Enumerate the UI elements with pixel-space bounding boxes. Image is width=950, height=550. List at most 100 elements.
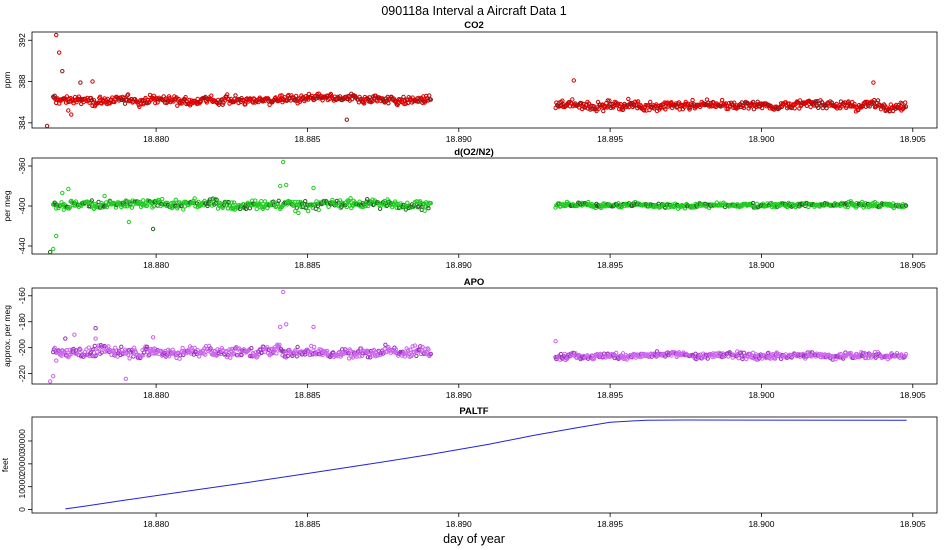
x-tick-label: 18.885 (294, 134, 320, 144)
data-point (816, 105, 821, 111)
data-point (175, 103, 180, 108)
data-point (586, 199, 591, 205)
data-point (86, 345, 92, 350)
data-point (97, 94, 103, 100)
data-point (875, 98, 881, 103)
data-point (220, 102, 225, 107)
data-point (719, 97, 725, 103)
data-point (426, 347, 431, 352)
data-point (239, 352, 244, 358)
data-point (273, 347, 278, 352)
data-point (674, 105, 679, 110)
data-point (247, 206, 253, 211)
data-point (187, 97, 192, 103)
data-point (54, 32, 59, 38)
data-point (295, 344, 300, 350)
data-point (67, 205, 73, 210)
points-o2n2 (48, 159, 909, 255)
data-point (306, 208, 311, 214)
data-point (765, 351, 770, 356)
data-point (383, 342, 388, 347)
y-tick-label: -400 (17, 197, 27, 214)
data-point (182, 97, 188, 102)
data-point (254, 206, 259, 212)
panel-apo: APO approx. per meg 18.880 18.885 18.890 18… (2, 277, 938, 400)
data-point (367, 95, 372, 100)
data-point (119, 204, 124, 210)
data-point (192, 196, 197, 201)
data-point (93, 326, 98, 331)
data-point (228, 203, 233, 209)
data-point (150, 226, 156, 232)
data-point (370, 197, 375, 202)
data-point (410, 344, 415, 349)
data-point (69, 112, 74, 117)
data-point (871, 80, 876, 85)
x-tick-label: 18.880 (143, 390, 169, 400)
points-apo (48, 289, 909, 384)
y-tick-label: 10000 (17, 475, 27, 499)
data-point (44, 123, 50, 129)
data-point (113, 205, 119, 210)
panel-title-paltf: PALTF (459, 406, 488, 417)
data-point (102, 193, 107, 199)
data-point (386, 101, 391, 106)
data-point (754, 352, 759, 357)
y-axis-label-apo: approx. per meg (2, 305, 12, 367)
panel-paltf: PALTF feet 18.880 18.885 18.890 18.895 18.90… (0, 406, 938, 529)
data-point (428, 351, 433, 357)
data-point (281, 159, 286, 165)
data-point (63, 336, 68, 341)
y-axis-apo: -220 -200 -180 -160 (17, 287, 32, 382)
data-point (88, 95, 94, 101)
data-point (365, 197, 370, 202)
data-point (101, 346, 107, 351)
data-point (401, 94, 406, 100)
data-point (687, 107, 692, 112)
data-point (422, 208, 427, 213)
data-point (357, 354, 362, 359)
data-point (348, 196, 353, 201)
data-point (250, 100, 256, 105)
data-point (265, 205, 270, 211)
data-point (57, 50, 62, 55)
data-point (215, 347, 220, 352)
data-point (573, 351, 578, 356)
data-point (690, 97, 695, 103)
data-point (99, 101, 104, 106)
data-point (66, 108, 71, 113)
data-point (106, 344, 111, 349)
data-point (146, 100, 151, 105)
data-point (750, 200, 756, 206)
plot-frame-apo (31, 287, 938, 385)
data-point (772, 356, 778, 361)
data-point (824, 106, 829, 111)
data-point (279, 93, 284, 98)
line-paltf (65, 419, 907, 510)
panel-title-apo: APO (464, 277, 485, 288)
data-point (48, 379, 53, 384)
data-point (122, 101, 128, 106)
y-tick-label: -160 (17, 287, 27, 304)
x-tick-label: 18.880 (143, 134, 169, 144)
data-point (73, 199, 79, 204)
data-point (751, 107, 757, 112)
data-point (635, 99, 641, 104)
data-point (284, 182, 289, 188)
data-point (422, 100, 427, 105)
data-point (132, 345, 137, 350)
x-tick-label: 18.880 (143, 519, 169, 529)
series-line-paltf (65, 419, 907, 510)
data-point (311, 324, 316, 330)
data-point (732, 100, 737, 105)
data-point (123, 376, 129, 381)
data-point (371, 347, 377, 353)
data-point (205, 203, 210, 209)
data-point (97, 205, 103, 210)
data-point (418, 199, 423, 204)
data-point (180, 345, 185, 351)
x-axis-co2: 18.880 18.885 18.890 18.895 18.900 18.905 (143, 128, 926, 144)
data-point (304, 205, 309, 210)
data-point (420, 344, 425, 350)
